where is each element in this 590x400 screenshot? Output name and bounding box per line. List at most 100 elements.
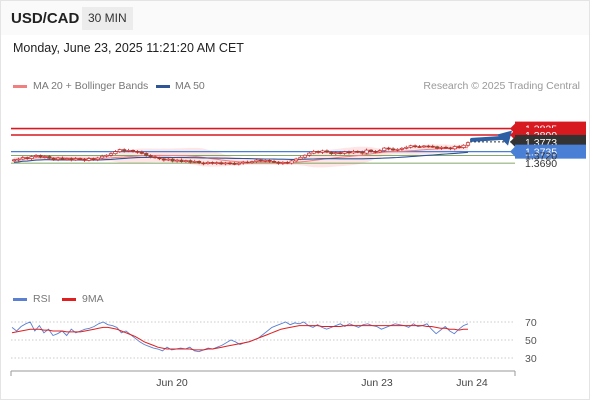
candle-body	[272, 161, 277, 163]
candle-body	[20, 157, 25, 160]
ma20-legend-swatch	[13, 85, 27, 88]
candle-body	[78, 158, 83, 160]
candle-body	[104, 154, 109, 157]
candle-body	[391, 148, 396, 151]
price-label-pointer	[510, 123, 515, 134]
candle-body	[108, 153, 114, 156]
candle-body	[360, 151, 365, 154]
candle-body	[126, 150, 131, 152]
rsi-line	[11, 321, 469, 353]
candle-body	[382, 147, 387, 151]
candle-body	[413, 145, 418, 148]
candle-body	[457, 146, 462, 148]
candle-body	[386, 147, 391, 150]
candle-body	[280, 162, 285, 164]
candle-body	[236, 162, 241, 165]
candle-body	[439, 146, 444, 149]
candle-body	[166, 158, 171, 161]
candle-body	[298, 156, 303, 160]
candle-body	[38, 155, 43, 158]
rsi-tick-label: 50	[525, 335, 537, 347]
candle-body	[245, 161, 250, 164]
candle-body	[346, 151, 352, 154]
candle-body	[294, 158, 299, 162]
candle-body	[135, 151, 140, 153]
candle-body	[377, 150, 382, 153]
price-label-text: 1.3690	[525, 158, 557, 170]
price-label-box-pivot	[515, 144, 586, 159]
candle-body	[417, 146, 422, 148]
candle-body	[342, 151, 347, 154]
candle-body	[130, 150, 136, 152]
candle-body	[254, 159, 259, 162]
target-arrow-head	[497, 130, 512, 146]
rsi-tick-label: 70	[525, 317, 537, 329]
ma50-legend-swatch	[156, 85, 170, 88]
candle-body	[443, 146, 449, 149]
rsi-ma-line	[11, 325, 468, 351]
candle-body	[148, 155, 153, 158]
candle-body	[448, 147, 453, 150]
candle-body	[465, 142, 471, 146]
candle-body	[188, 160, 193, 163]
candle-body	[373, 151, 378, 153]
rsi-legend-label: RSI	[33, 293, 51, 305]
candle-body	[219, 162, 224, 165]
candle-body	[426, 145, 431, 148]
price-label-text: 1.3735	[525, 147, 557, 159]
candle-body	[404, 146, 409, 149]
rsi-ma-legend-label: 9MA	[82, 293, 104, 305]
ma50-legend-label: MA 50	[175, 80, 205, 92]
candle-body	[263, 159, 268, 162]
candle-body	[329, 151, 334, 155]
credit-text: Research © 2025 Trading Central	[423, 80, 580, 92]
candle-body	[95, 157, 100, 160]
candle-body	[47, 156, 52, 159]
candle-body	[152, 156, 158, 159]
candle-body	[197, 161, 202, 164]
candle-body	[100, 155, 105, 159]
candle-body	[201, 162, 206, 165]
candle-body	[69, 158, 74, 161]
price-label-pointer	[510, 146, 515, 157]
candle-body	[267, 159, 272, 162]
candle-body	[311, 151, 316, 154]
candle-body	[258, 159, 263, 162]
candle-body	[289, 160, 294, 164]
candle-body	[86, 158, 91, 161]
candle-body	[64, 158, 69, 160]
x-tick-label: Jun 23	[361, 377, 393, 389]
candle-body	[175, 159, 180, 162]
candle-body	[25, 157, 30, 159]
candle-body	[183, 160, 188, 162]
candle-body	[324, 150, 330, 153]
candle-body	[214, 162, 219, 164]
candle-body	[139, 151, 144, 154]
candle-body	[170, 158, 175, 162]
candle-body	[205, 162, 210, 165]
bollinger-band-fill	[14, 144, 468, 168]
candle-body	[307, 152, 312, 156]
candle-body	[368, 149, 374, 152]
price-label-pointer	[510, 136, 515, 147]
candle-body	[421, 145, 426, 148]
candle-body	[333, 152, 338, 155]
ma20-legend-label: MA 20 + Bollinger Bands	[33, 80, 149, 92]
candle-body	[452, 146, 457, 150]
candle-body	[395, 148, 400, 151]
price-label-text: 1.3720	[525, 150, 557, 162]
rsi-tick-label: 30	[525, 353, 537, 365]
candle-body	[82, 158, 87, 161]
candle-body	[16, 158, 21, 161]
candle-body	[320, 150, 325, 153]
candle-body	[56, 157, 61, 160]
candle-body	[179, 159, 184, 162]
candle-body	[285, 162, 290, 164]
timestamp: Monday, June 23, 2025 11:21:20 AM CET	[13, 41, 244, 55]
candle-body	[192, 161, 197, 163]
timeframe-badge[interactable]: 30 MIN	[82, 7, 133, 30]
rsi-legend-swatch	[13, 298, 27, 301]
price-label-pointer	[510, 130, 515, 140]
candle-body	[364, 149, 369, 154]
